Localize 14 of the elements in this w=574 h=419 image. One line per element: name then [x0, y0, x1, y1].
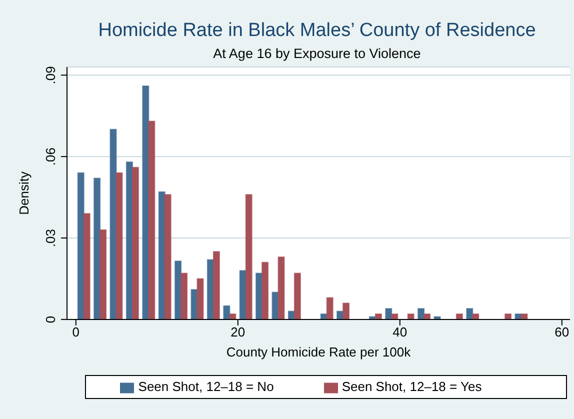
y-tick-label: .06 [43, 148, 58, 166]
legend-label: Seen Shot, 12–18 = No [138, 379, 274, 394]
x-axis-title: County Homicide Rate per 100k [226, 344, 412, 360]
chart-title: Homicide Rate in Black Males’ County of Residence [97, 20, 537, 42]
x-tick-label: 20 [230, 324, 246, 340]
x-tick-label: 60 [554, 324, 570, 340]
y-tick-label: .03 [43, 228, 58, 248]
y-axis-title: Density [16, 171, 32, 215]
y-tick-label: .09 [43, 66, 58, 84]
x-tick-label: 40 [392, 324, 408, 340]
y-tick-label: 0 [43, 316, 58, 324]
legend-label: Seen Shot, 12–18 = Yes [342, 379, 482, 394]
chart-subtitle: At Age 16 by Exposure to Violence [212, 46, 422, 61]
x-tick-label: 0 [72, 324, 80, 340]
